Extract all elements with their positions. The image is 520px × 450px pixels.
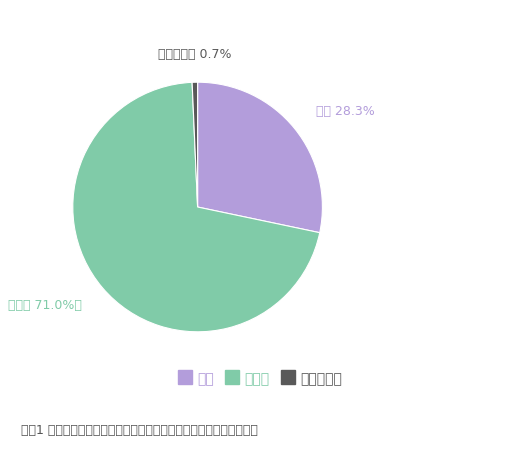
Wedge shape [198, 82, 322, 233]
Text: わからない 0.7%: わからない 0.7% [158, 48, 231, 61]
Legend: はい, いいえ, わからない: はい, いいえ, わからない [172, 366, 348, 392]
Text: 質問1 キャッシング（カードローン）を利用したことがありますか？: 質問1 キャッシング（カードローン）を利用したことがありますか？ [21, 423, 258, 436]
Text: はい 28.3%: はい 28.3% [316, 104, 374, 117]
Wedge shape [73, 82, 320, 332]
Wedge shape [192, 82, 198, 207]
Text: いいえ 71.0%～: いいえ 71.0%～ [8, 299, 82, 312]
